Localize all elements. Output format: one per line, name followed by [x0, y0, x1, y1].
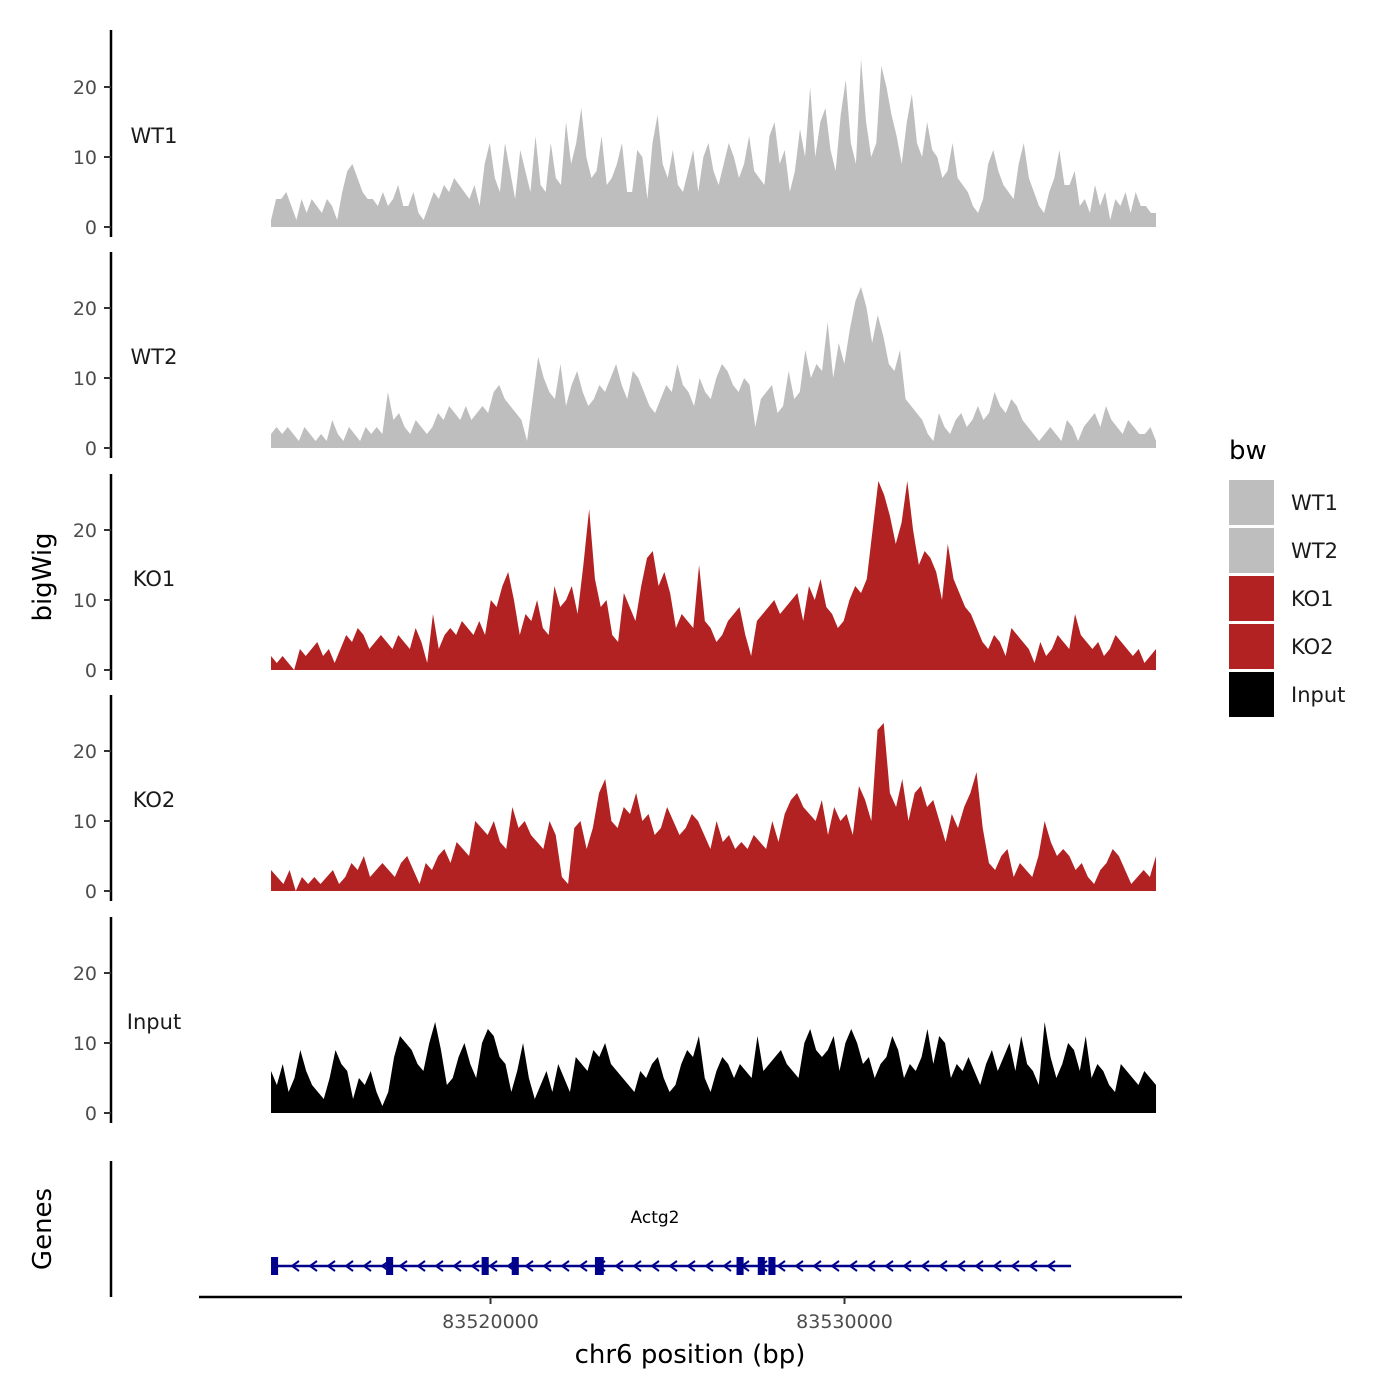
track-label: KO1: [133, 567, 176, 591]
legend-swatch-wt1: [1229, 480, 1274, 525]
exon: [768, 1257, 776, 1275]
exon: [271, 1257, 279, 1275]
y-tick-label: 0: [85, 217, 97, 239]
coverage-area-wt1: [271, 59, 1157, 227]
strand-arrow: [794, 1260, 804, 1272]
x-tick-label: 83520000: [442, 1311, 539, 1333]
strand-arrow: [290, 1260, 300, 1272]
exon: [386, 1257, 394, 1275]
strand-arrow: [974, 1260, 984, 1272]
genes-axis-title: Genes: [28, 1188, 58, 1270]
legend-label: WT2: [1291, 539, 1338, 563]
strand-arrow: [866, 1260, 876, 1272]
strand-arrow: [938, 1260, 948, 1272]
y-tick-label: 0: [85, 1103, 97, 1125]
legend-label: KO1: [1291, 587, 1334, 611]
strand-arrow: [992, 1260, 1002, 1272]
exon: [481, 1257, 489, 1275]
strand-arrow: [452, 1260, 462, 1272]
strand-arrow: [902, 1260, 912, 1272]
y-tick-label: 10: [73, 811, 97, 833]
strand-arrow: [362, 1260, 372, 1272]
coverage-area-input: [271, 1022, 1157, 1113]
strand-arrow: [542, 1260, 552, 1272]
strand-arrow: [470, 1260, 480, 1272]
track-label: Input: [127, 1010, 181, 1034]
exon: [511, 1257, 519, 1275]
strand-arrow: [722, 1260, 732, 1272]
strand-arrow: [488, 1260, 498, 1272]
y-tick-label: 10: [73, 147, 97, 169]
legend: bw WT1 WT2 KO1 KO2 Input: [1229, 436, 1345, 717]
coverage-area-ko2: [271, 723, 1157, 891]
y-tick-label: 0: [85, 438, 97, 460]
legend-swatch-ko2: [1229, 624, 1274, 669]
gene-name-label: Actg2: [631, 1208, 680, 1228]
strand-arrow: [614, 1260, 624, 1272]
strand-arrow: [668, 1260, 678, 1272]
strand-arrow: [1046, 1260, 1056, 1272]
y-tick-label: 10: [73, 368, 97, 390]
strand-arrow: [308, 1260, 318, 1272]
x-tick-label: 83530000: [796, 1311, 893, 1333]
y-tick-label: 20: [73, 298, 97, 320]
strand-arrow: [848, 1260, 858, 1272]
legend-label: WT1: [1291, 491, 1338, 515]
exon: [757, 1257, 765, 1275]
y-tick-label: 0: [85, 881, 97, 903]
legend-swatch-wt2: [1229, 528, 1274, 573]
legend-title: bw: [1229, 436, 1267, 466]
y-tick-label: 20: [73, 963, 97, 985]
strand-arrow: [812, 1260, 822, 1272]
strand-arrow: [686, 1260, 696, 1272]
track-wt1: 0 10 20 WT1: [73, 30, 1157, 239]
track-label: WT1: [131, 124, 178, 148]
y-axis-title: bigWig: [28, 532, 58, 621]
legend-label: KO2: [1291, 635, 1334, 659]
legend-swatch-input: [1229, 672, 1274, 717]
strand-arrow: [830, 1260, 840, 1272]
legend-swatch-ko1: [1229, 576, 1274, 621]
strand-arrow: [434, 1260, 444, 1272]
strand-arrow: [398, 1260, 408, 1272]
coverage-area-ko1: [271, 481, 1157, 670]
y-tick-label: 20: [73, 741, 97, 763]
strand-arrow: [632, 1260, 642, 1272]
gene-track: Actg2: [109, 1161, 1072, 1297]
coverage-tracks: 0 10 20 WT1 0 10 20 WT2 0 10 20 KO1 0 10 20 KO2 0 10 20 Inp…: [73, 30, 1157, 1125]
y-tick-label: 0: [85, 660, 97, 682]
track-ko1: 0 10 20 KO1: [73, 474, 1157, 682]
y-tick-label: 20: [73, 520, 97, 542]
strand-arrow: [920, 1260, 930, 1272]
x-axis: 83520000 83530000: [199, 1295, 1182, 1333]
coverage-area-wt2: [271, 287, 1157, 448]
strand-arrow: [344, 1260, 354, 1272]
legend-label: Input: [1291, 683, 1345, 707]
strand-arrow: [1010, 1260, 1020, 1272]
exon: [736, 1257, 744, 1275]
track-wt2: 0 10 20 WT2: [73, 252, 1157, 460]
y-tick-label: 20: [73, 77, 97, 99]
strand-arrow: [1028, 1260, 1038, 1272]
strand-arrow: [416, 1260, 426, 1272]
strand-arrow: [578, 1260, 588, 1272]
track-input: 0 10 20 Input: [73, 917, 1157, 1125]
strand-arrow: [560, 1260, 570, 1272]
strand-arrow: [650, 1260, 660, 1272]
strand-arrow: [884, 1260, 894, 1272]
strand-arrow: [956, 1260, 966, 1272]
strand-arrow: [704, 1260, 714, 1272]
track-label: KO2: [133, 788, 176, 812]
exon: [594, 1257, 604, 1275]
y-tick-label: 10: [73, 1033, 97, 1055]
x-axis-title: chr6 position (bp): [575, 1340, 806, 1370]
strand-arrow: [776, 1260, 786, 1272]
y-tick-label: 10: [73, 590, 97, 612]
track-label: WT2: [131, 345, 178, 369]
strand-arrow: [524, 1260, 534, 1272]
track-ko2: 0 10 20 KO2: [73, 695, 1157, 903]
strand-arrow: [326, 1260, 336, 1272]
